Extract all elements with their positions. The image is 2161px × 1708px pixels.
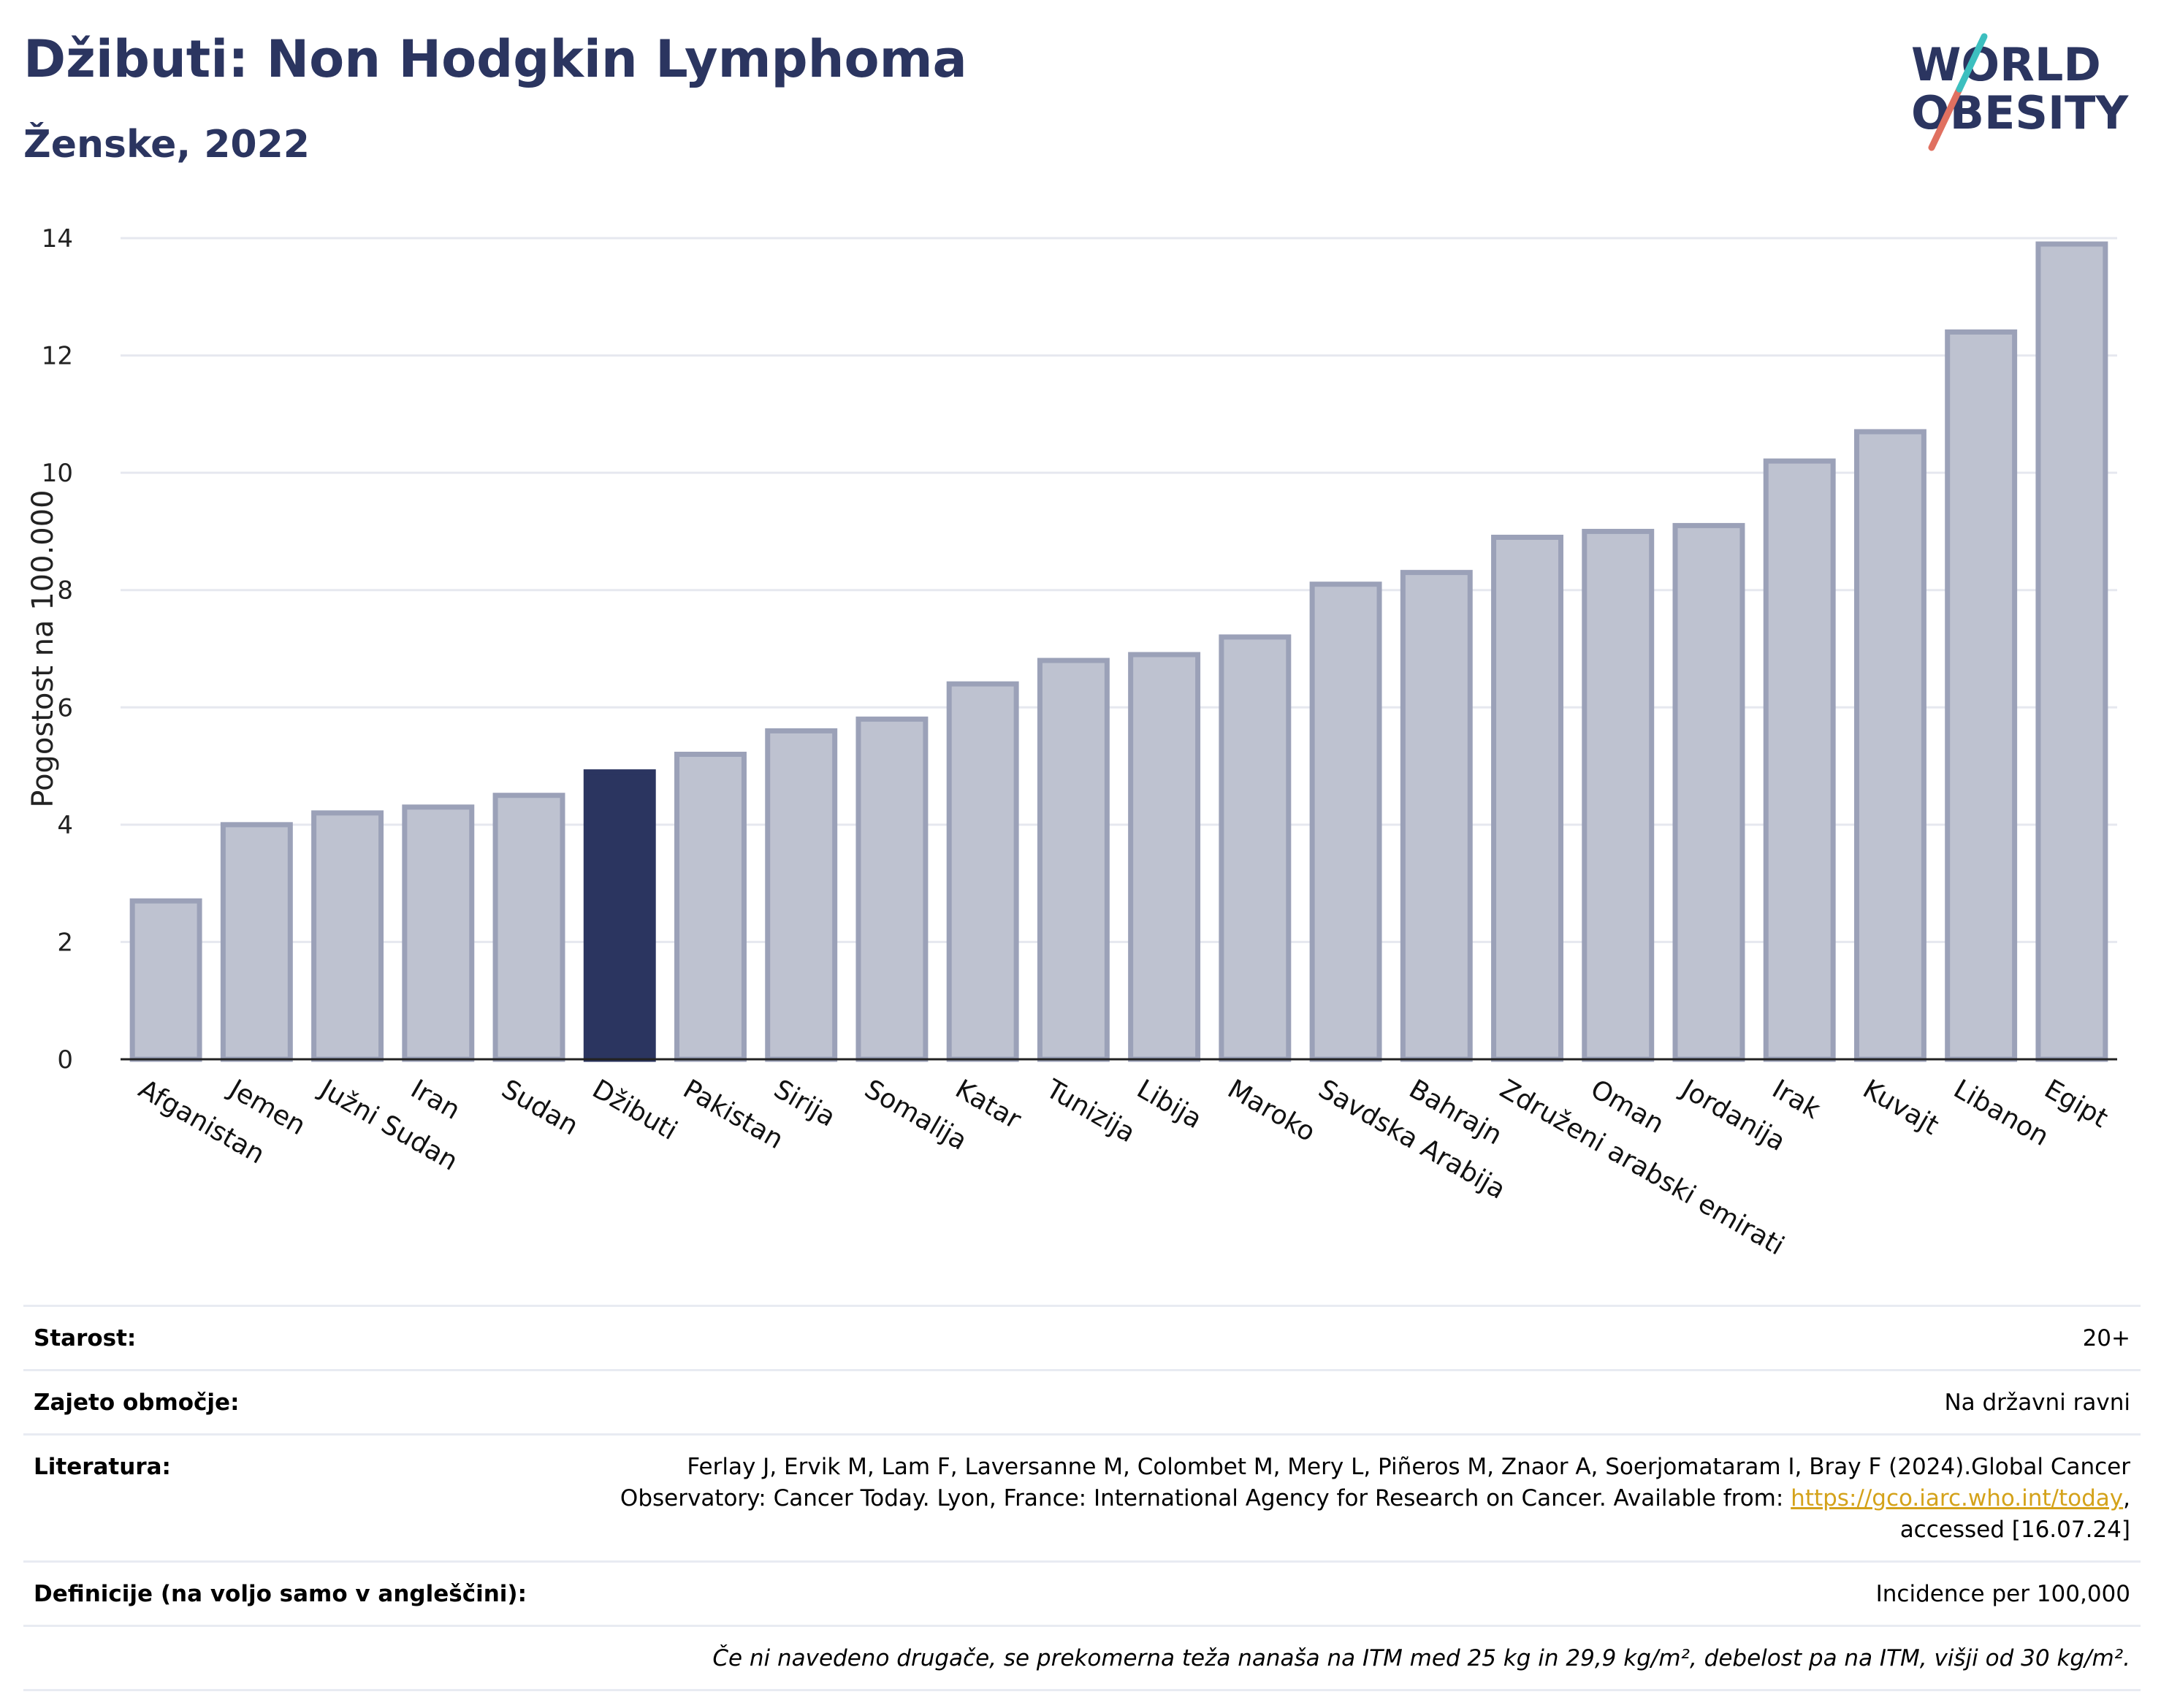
bar-jordanija[interactable] [1672,522,1745,1062]
literature-label: Literatura: [34,1454,171,1480]
bar-afganistan[interactable] [129,898,202,1062]
x-tick-label: Maroko [1222,1074,1320,1148]
bar-sudan[interactable] [492,793,565,1062]
bar-tunizija[interactable] [1037,657,1110,1062]
x-tick-label: Tunizija [1040,1074,1140,1149]
bar-egipt[interactable] [2035,241,2108,1062]
coverage-value: Na državni ravni [1944,1389,2130,1416]
x-tick-label: Libanon [1948,1074,2054,1152]
y-tick-label: 14 [42,224,73,253]
bar-katar[interactable] [946,681,1019,1062]
logo-slash-teal [1956,33,1988,93]
bar-sirija[interactable] [765,728,838,1062]
world-obesity-logo[interactable]: WORLD OBESITY [1907,29,2141,153]
y-tick-label: 6 [57,693,73,723]
literature-text-1: Ferlay J, Ervik M, Lam F, Laversanne M, … [687,1454,2130,1480]
meta-row-age: Starost: 20+ [23,1305,2141,1369]
bar-bahrajn[interactable] [1400,570,1473,1062]
bar-savdska-arabija[interactable] [1309,582,1382,1062]
age-label: Starost: [34,1325,137,1351]
meta-row-definitions: Definicije (na voljo samo v angleščini):… [23,1560,2141,1625]
meta-row-coverage: Zajeto območje: Na državni ravni [23,1369,2141,1433]
y-axis-ticks: 0 2 4 6 8 10 12 14 [42,224,73,1075]
bar-pakistan[interactable] [674,752,747,1062]
x-tick-label: Libija [1132,1074,1207,1135]
chart-subtitle: Ženske, 2022 [23,123,310,167]
bar-libija[interactable] [1128,652,1201,1062]
x-tick-label: Kuvajt [1858,1074,1944,1141]
bars [129,241,2108,1062]
bar-oman[interactable] [1582,528,1655,1062]
x-tick-label: Pakistan [678,1074,788,1155]
literature-text-4: accessed [16.07.24] [1899,1517,2130,1543]
x-tick-label: Somalija [859,1074,972,1156]
x-tick-label: Sudan [497,1074,584,1141]
y-tick-label: 4 [57,811,73,840]
metadata-table: Starost: 20+ Zajeto območje: Na državni … [23,1305,2141,1691]
literature-value: Ferlay J, Ervik M, Lam F, Laversanne M, … [620,1452,2130,1546]
y-tick-label: 0 [57,1045,73,1075]
y-axis-label: Pogostost na 100.000 [26,489,60,807]
coverage-label: Zajeto območje: [34,1389,240,1416]
bar-kuvajt[interactable] [1853,429,1926,1062]
bar-džibuti[interactable] [583,769,656,1062]
literature-text-3: , [2123,1485,2130,1511]
definitions-value: Incidence per 100,000 [1875,1581,2130,1607]
definitions-label: Definicije (na voljo samo v angleščini): [34,1581,527,1607]
bar-jemen[interactable] [220,822,293,1062]
bar-maroko[interactable] [1219,634,1292,1062]
logo-slash-red [1928,85,1963,151]
y-tick-label: 2 [57,928,73,957]
logo-line1: WORLD [1911,38,2101,91]
y-tick-label: 10 [42,459,73,488]
literature-link[interactable]: https://gco.iarc.who.int/today [1791,1485,2124,1511]
age-value: 20+ [2082,1325,2130,1351]
y-tick-label: 8 [57,576,73,606]
bar-iran[interactable] [402,804,475,1062]
bar-libanon[interactable] [1945,329,2018,1062]
bar-somalija[interactable] [855,716,929,1062]
x-tick-label: Irak [1767,1074,1826,1125]
meta-row-literature: Literatura: Ferlay J, Ervik M, Lam F, La… [23,1433,2141,1560]
x-tick-label: Iran [405,1074,465,1126]
bar-južni-sudan[interactable] [311,810,384,1062]
y-tick-label: 12 [42,342,73,371]
x-tick-label: Jordanija [1675,1073,1791,1157]
bar-združeni-arabski-emirati[interactable] [1491,534,1563,1062]
x-tick-label: Džibuti [587,1074,682,1146]
chart-title: Džibuti: Non Hodgkin Lymphoma [23,29,967,89]
meta-row-note: Če ni navedeno drugače, se prekomerna te… [23,1625,2141,1691]
bar-irak[interactable] [1763,458,1836,1062]
literature-text-2: Observatory: Cancer Today. Lyon, France:… [620,1485,1791,1511]
definition-note: Če ni navedeno drugače, se prekomerna te… [712,1645,2130,1671]
